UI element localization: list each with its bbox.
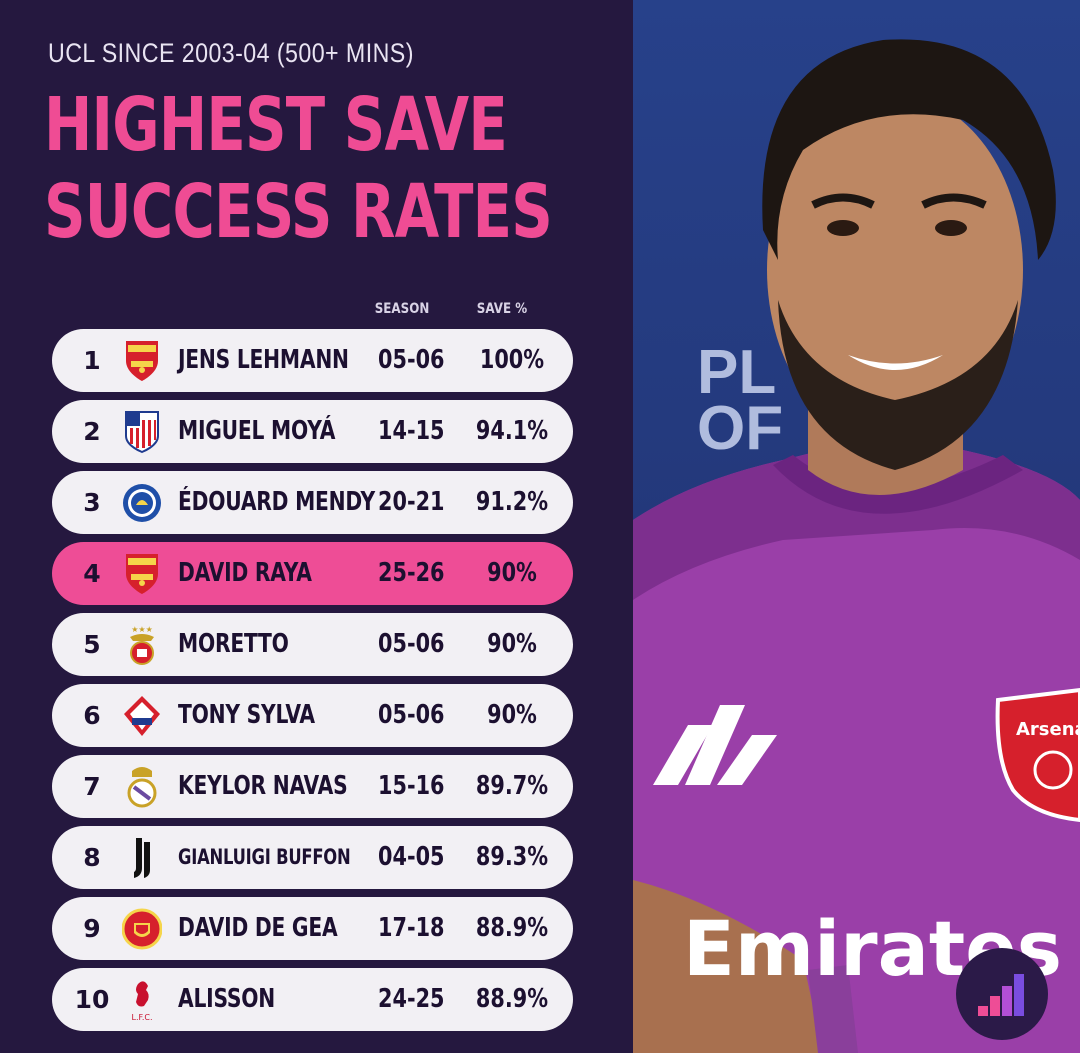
player-name: GIANLUIGI BUFFON (178, 845, 351, 869)
goalkeeper-illustration: Emirates Arsenal (633, 39, 1080, 1053)
save-percentage: 91.2% (475, 487, 549, 517)
save-percentage: 100% (479, 345, 545, 375)
season-value: 05-06 (378, 345, 445, 375)
backdrop-text-line-2: OF (697, 394, 784, 463)
ranking-row-highlighted: 4 DAVID RAYA 25-26 90% (52, 542, 573, 605)
save-percentage: 90% (487, 700, 537, 730)
lille-crest-icon (122, 694, 162, 738)
save-percentage: 89.3% (475, 842, 549, 872)
save-percentage: 88.9% (475, 984, 549, 1014)
headline-line-1: HIGHEST SAVE (44, 82, 508, 168)
headline-line-2: SUCCESS RATES (44, 169, 553, 255)
ranking-row: 7 KEYLOR NAVAS 15-16 89.7% (52, 755, 573, 818)
rank-number: 4 (83, 559, 101, 588)
save-percentage: 88.9% (475, 913, 549, 943)
season-value: 15-16 (378, 771, 445, 801)
player-name: DAVID DE GEA (178, 913, 338, 943)
rank-number: 1 (83, 346, 101, 375)
ranking-row: 8 GIANLUIGI BUFFON 04-05 89.3% (52, 826, 573, 889)
season-value: 24-25 (378, 984, 445, 1014)
season-value: 25-26 (378, 558, 445, 588)
player-name: ALISSON (178, 984, 276, 1014)
ranking-row: 6 TONY SYLVA 05-06 90% (52, 684, 573, 747)
juventus-crest-icon (122, 836, 162, 880)
rank-number: 7 (83, 772, 101, 801)
player-name: KEYLOR NAVAS (178, 771, 348, 801)
save-percentage: 89.7% (475, 771, 549, 801)
liverpool-crest-icon: L.F.C. (122, 978, 162, 1022)
real-madrid-crest-icon (122, 765, 162, 809)
player-name: MORETTO (178, 629, 289, 659)
atletico-crest-icon (122, 410, 162, 454)
infographic-panel: UCL SINCE 2003-04 (500+ MINS) HIGHEST SA… (44, 38, 573, 1031)
ranking-row: 2 MIGUEL MOYÁ 14-15 94.1% (52, 400, 573, 463)
season-column-header: SEASON (374, 301, 430, 317)
save-percentage: 90% (487, 558, 537, 588)
ranking-row: 3 ÉDOUARD MENDY 20-21 91.2% (52, 471, 573, 534)
season-value: 05-06 (378, 629, 445, 659)
season-value: 04-05 (378, 842, 445, 872)
player-name: TONY SYLVA (178, 700, 315, 730)
rank-number: 10 (74, 985, 110, 1014)
ranking-row: 10 L.F.C. ALISSON 24-25 88.9% (52, 968, 573, 1031)
arsenal-crest-icon (122, 339, 162, 383)
svg-text:★★★: ★★★ (131, 625, 153, 634)
save-percentage: 94.1% (475, 416, 549, 446)
season-value: 14-15 (378, 416, 445, 446)
rank-number: 5 (83, 630, 101, 659)
backdrop-text: PL OF (697, 338, 784, 463)
svg-text:L.F.C.: L.F.C. (132, 1013, 153, 1022)
rank-number: 2 (83, 417, 101, 446)
rank-number: 3 (83, 488, 101, 517)
player-photo: PL OF Emirates Arsenal (633, 0, 1080, 1053)
player-name: JENS LEHMANN (178, 345, 349, 375)
arsenal-crest-icon (122, 552, 162, 596)
season-value: 05-06 (378, 700, 445, 730)
rank-number: 9 (83, 914, 101, 943)
save-column-header: SAVE % (476, 301, 528, 317)
publisher-logo-icon (956, 948, 1048, 1040)
season-value: 20-21 (378, 487, 445, 517)
player-name: MIGUEL MOYÁ (178, 416, 336, 446)
player-name: DAVID RAYA (178, 558, 312, 588)
backdrop-text-line-1: PL (697, 338, 777, 407)
man-utd-crest-icon (122, 907, 162, 951)
ranking-row: 1 JENS LEHMANN 05-06 100% (52, 329, 573, 392)
chelsea-crest-icon (122, 481, 162, 525)
player-name: ÉDOUARD MENDY (178, 487, 375, 517)
rank-number: 6 (83, 701, 101, 730)
ranking-row: 5 ★★★ MORETTO 05-06 90% (52, 613, 573, 676)
rank-number: 8 (83, 843, 101, 872)
subtitle: UCL SINCE 2003-04 (500+ MINS) (48, 38, 414, 68)
ranking-row: 9 DAVID DE GEA 17-18 88.9% (52, 897, 573, 960)
shirt-crest-text: Arsenal (1016, 719, 1080, 740)
benfica-crest-icon: ★★★ (122, 623, 162, 667)
season-value: 17-18 (378, 913, 445, 943)
save-percentage: 90% (487, 629, 537, 659)
